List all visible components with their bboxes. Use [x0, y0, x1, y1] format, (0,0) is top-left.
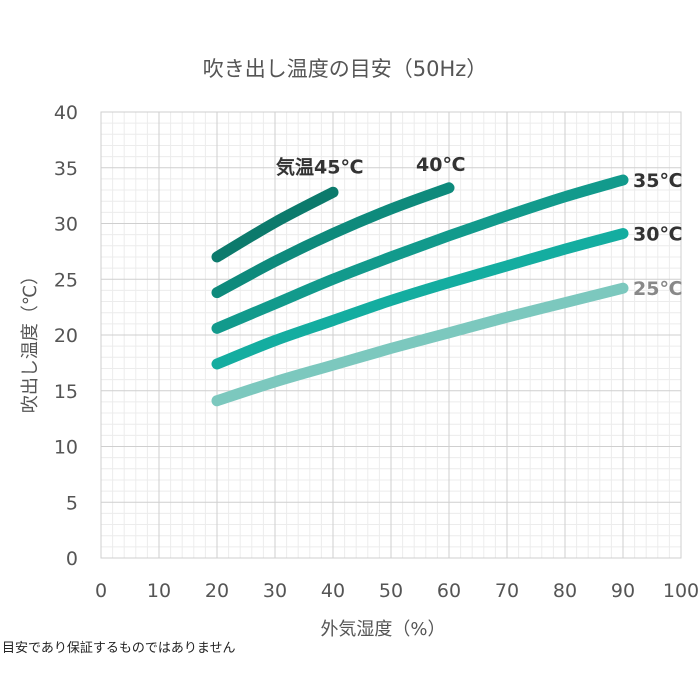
y-tick-label: 5 [66, 492, 78, 514]
x-tick-label: 30 [263, 580, 287, 602]
x-tick-label: 50 [379, 580, 403, 602]
x-tick-label: 40 [321, 580, 345, 602]
x-axis-label: 外気湿度（%） [320, 619, 445, 640]
x-tick-label: 10 [147, 580, 171, 602]
series-line [211, 228, 629, 370]
series-label: 35℃ [633, 170, 682, 192]
disclaimer-note: 目安であり保証するものではありません [2, 641, 236, 656]
x-tick-label: 0 [95, 580, 107, 602]
series-labels: 気温45℃ 40℃ 35℃ 30℃ 25℃ [276, 154, 682, 300]
x-tick-label: 70 [495, 580, 519, 602]
series-line [211, 282, 629, 407]
y-tick-label: 15 [54, 381, 78, 403]
x-tick-label: 100 [663, 580, 699, 602]
series-label: 気温45℃ [276, 155, 363, 178]
x-tick-label: 90 [611, 580, 635, 602]
y-tick-label: 40 [54, 102, 78, 124]
x-tick-label: 80 [553, 580, 577, 602]
y-axis-ticks: 0 5 10 15 20 25 30 35 40 [54, 102, 78, 570]
y-tick-label: 0 [66, 548, 78, 570]
y-tick-label: 10 [54, 437, 78, 459]
series-line [211, 186, 339, 263]
series-label: 25℃ [633, 278, 682, 300]
major-gridlines [100, 111, 682, 559]
y-tick-label: 25 [54, 269, 78, 291]
y-tick-label: 30 [54, 214, 78, 236]
y-tick-label: 35 [54, 158, 78, 180]
y-axis-label: 吹出し温度（℃） [20, 267, 41, 413]
series-line [211, 174, 629, 334]
series-label: 40℃ [416, 154, 465, 176]
x-tick-label: 20 [205, 580, 229, 602]
series-line [211, 182, 455, 299]
series-label: 30℃ [633, 224, 682, 246]
series-lines [211, 174, 629, 407]
chart-title: 吹き出し温度の目安（50Hz） [203, 57, 488, 81]
x-axis-ticks: 0 10 20 30 40 50 60 70 80 90 100 [95, 580, 699, 602]
x-tick-label: 60 [437, 580, 461, 602]
y-tick-label: 20 [54, 325, 78, 347]
